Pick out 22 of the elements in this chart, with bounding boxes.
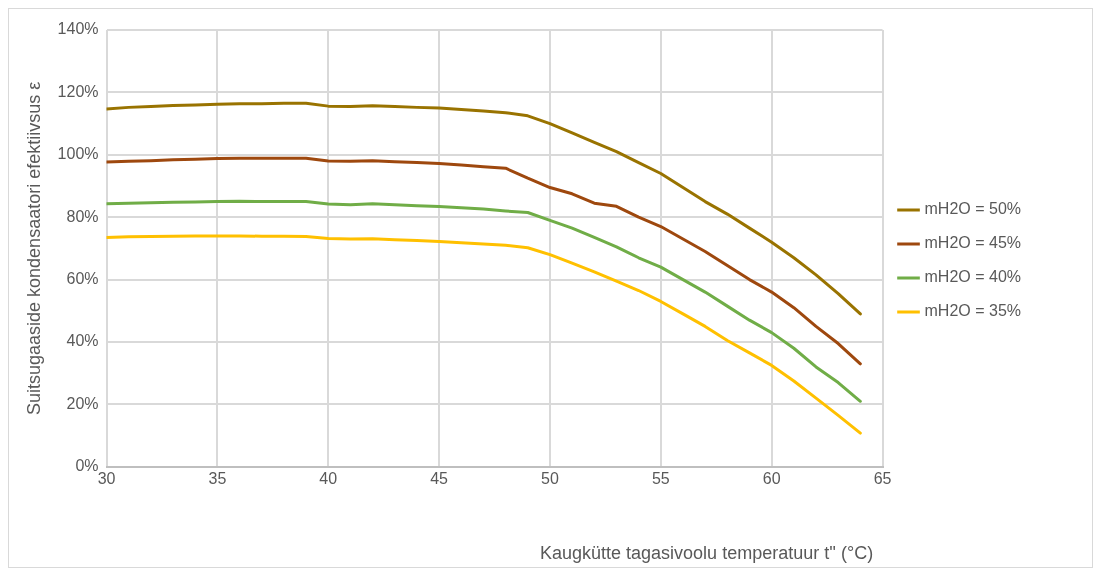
x-tick-label: 35 [208,469,227,487]
y-tick-label: 20% [66,394,99,412]
y-tick-label: 40% [66,332,99,350]
y-axis-title: Suitsugaaside kondensaatori efektiivsus ε [23,81,44,416]
y-tick-label: 100% [57,145,99,163]
x-tick-label: 60 [762,469,781,487]
y-tick-label: 120% [57,82,99,100]
x-tick-label: 30 [97,469,116,487]
legend-label: mH2O = 40% [924,268,1021,286]
y-tick-label: 80% [66,207,99,225]
y-tick-label: 140% [57,20,99,38]
x-tick-label: 45 [430,469,449,487]
legend-label: mH2O = 35% [924,302,1021,320]
y-tick-label: 60% [66,270,99,288]
x-tick-label: 50 [541,469,559,487]
y-tick-label: 0% [75,457,99,475]
x-tick-label: 55 [651,469,670,487]
x-tick-label: 65 [873,469,892,487]
x-tick-label: 40 [319,469,338,487]
legend-label: mH2O = 45% [924,234,1021,252]
x-axis-title: Kaugkütte tagasivoolu temperatuur t'' (°C) [540,543,874,564]
legend-label: mH2O = 50% [924,200,1021,218]
